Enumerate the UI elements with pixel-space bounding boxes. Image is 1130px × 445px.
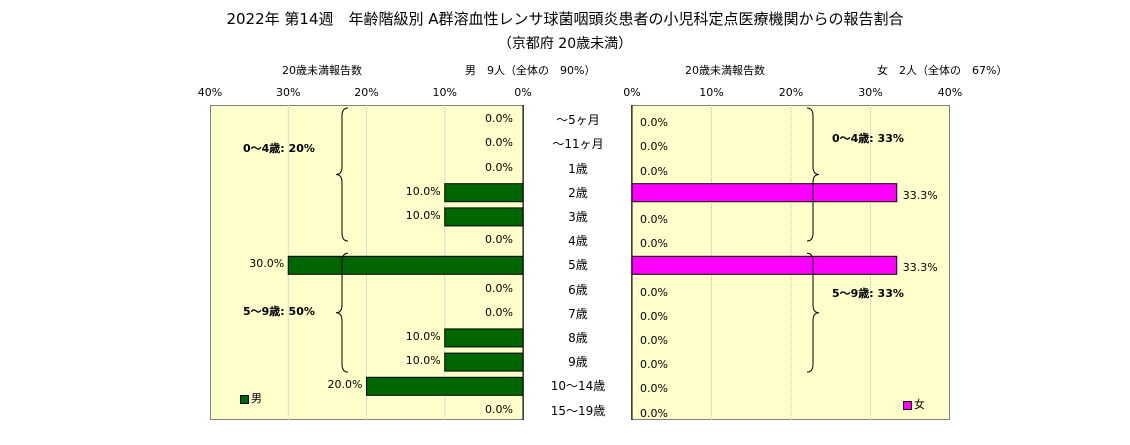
age-category-label: 7歳 xyxy=(568,306,588,321)
female-x-tick-label: 40% xyxy=(937,86,963,99)
male-data-label: 0.0% xyxy=(485,281,513,295)
female-brace-5-9 xyxy=(806,252,820,373)
male-legend-label: 男 xyxy=(251,392,262,405)
male-bar xyxy=(287,255,524,275)
age-category-label: 6歳 xyxy=(568,282,588,297)
female-x-tick-label: 20% xyxy=(778,86,804,99)
female-data-label: 0.0% xyxy=(640,382,668,396)
male-annotation-5-9: 5〜9歳: 50% xyxy=(243,305,315,318)
male-x-tick-label: 40% xyxy=(197,86,223,99)
male-count-label: 20歳未満報告数 xyxy=(282,64,362,77)
male-summary: 男 9人（全体の 90%） xyxy=(465,64,596,77)
male-data-label: 0.0% xyxy=(485,136,513,150)
male-data-label: 0.0% xyxy=(485,402,513,416)
male-bar xyxy=(444,352,524,372)
male-x-tick-label: 30% xyxy=(276,86,301,99)
female-data-label: 0.0% xyxy=(640,116,668,130)
female-count-label: 20歳未満報告数 xyxy=(685,64,765,77)
male-legend: 男 xyxy=(240,390,262,406)
male-data-label: 10.0% xyxy=(405,354,441,368)
female-data-label: 0.0% xyxy=(640,164,668,178)
male-x-tick-label: 20% xyxy=(354,86,379,99)
male-data-label: 10.0% xyxy=(405,208,441,222)
age-category-label: 9歳 xyxy=(568,355,588,370)
female-brace-0-4 xyxy=(806,107,820,242)
female-data-label: 0.0% xyxy=(640,333,668,347)
female-summary: 女 2人（全体の 67%） xyxy=(877,64,1008,77)
female-x-tick-label: 10% xyxy=(699,86,724,99)
age-category-label: 5歳 xyxy=(568,258,588,273)
female-data-label: 0.0% xyxy=(640,237,668,251)
male-data-label: 30.0% xyxy=(249,257,285,271)
male-brace-5-9 xyxy=(335,252,349,373)
male-data-label: 0.0% xyxy=(485,160,513,174)
female-data-label: 0.0% xyxy=(640,406,668,420)
female-data-label: 0.0% xyxy=(640,285,668,299)
female-bar xyxy=(631,183,898,203)
chart-subtitle: （京都府 20歳未満） xyxy=(497,36,633,52)
male-bar xyxy=(366,376,524,396)
female-annotation-0-4: 0〜4歳: 33% xyxy=(832,132,904,145)
male-brace-0-4 xyxy=(335,107,349,242)
male-legend-swatch xyxy=(240,394,249,404)
female-legend-swatch xyxy=(903,400,912,410)
age-category-label: 〜5ヶ月 xyxy=(556,113,600,128)
age-category-label: 4歳 xyxy=(568,234,588,249)
male-x-tick-label: 0% xyxy=(514,86,532,99)
male-x-tick-label: 10% xyxy=(432,86,457,99)
female-data-label: 0.0% xyxy=(640,358,668,372)
male-bar xyxy=(444,207,524,227)
age-category-label: 3歳 xyxy=(568,209,588,224)
male-data-label: 20.0% xyxy=(327,378,363,392)
male-data-label: 10.0% xyxy=(405,329,441,343)
female-data-label: 0.0% xyxy=(640,212,668,226)
male-bar xyxy=(444,183,524,203)
female-data-label: 0.0% xyxy=(640,140,668,154)
male-annotation-0-4: 0〜4歳: 20% xyxy=(243,142,315,155)
female-x-tick-label: 30% xyxy=(858,86,883,99)
age-category-label: 〜11ヶ月 xyxy=(552,137,604,152)
age-category-label: 2歳 xyxy=(568,185,588,200)
male-bar xyxy=(444,328,524,348)
male-data-label: 0.0% xyxy=(485,305,513,319)
male-data-label: 0.0% xyxy=(485,233,513,247)
age-category-label: 10〜14歳 xyxy=(550,379,606,394)
female-legend: 女 xyxy=(903,396,925,412)
age-category-label: 15〜19歳 xyxy=(550,403,606,418)
age-category-label: 8歳 xyxy=(568,330,588,345)
female-data-label: 33.3% xyxy=(902,261,938,275)
female-data-label: 33.3% xyxy=(902,188,938,202)
female-annotation-5-9: 5〜9歳: 33% xyxy=(832,287,904,300)
age-category-label: 1歳 xyxy=(568,161,588,176)
female-legend-label: 女 xyxy=(914,398,925,411)
chart-title: 2022年 第14週 年齢階級別 A群溶血性レンサ球菌咽頭炎患者の小児科定点医療… xyxy=(226,10,904,28)
female-x-tick-label: 0% xyxy=(623,86,641,99)
male-data-label: 10.0% xyxy=(405,184,441,198)
male-data-label: 0.0% xyxy=(485,112,513,126)
female-data-label: 0.0% xyxy=(640,309,668,323)
female-bar xyxy=(631,255,898,275)
